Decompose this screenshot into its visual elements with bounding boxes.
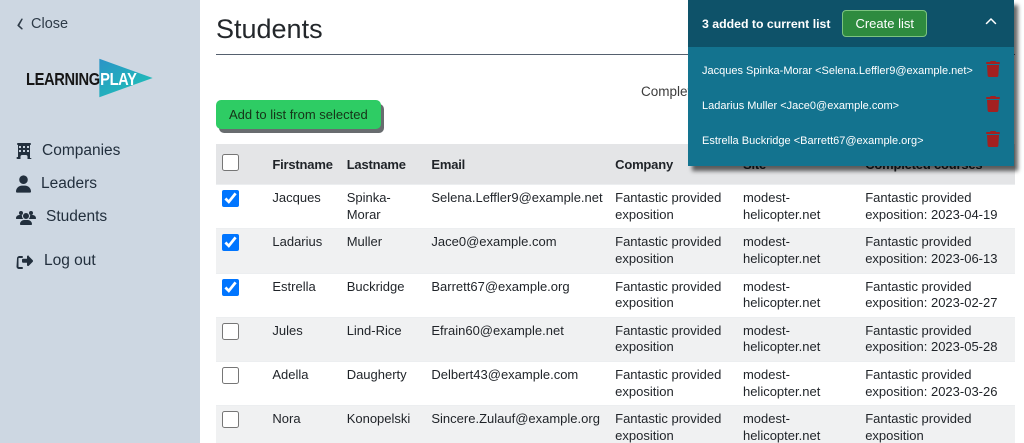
svg-text:PLAY: PLAY	[100, 70, 137, 90]
svg-text:LEARNING: LEARNING	[26, 70, 100, 90]
